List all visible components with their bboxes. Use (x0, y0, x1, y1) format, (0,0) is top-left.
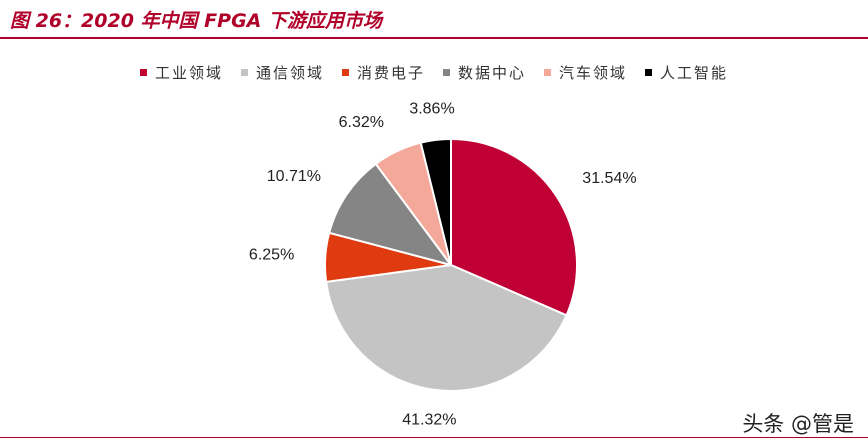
data-label-ai: 3.86% (409, 100, 454, 117)
watermark: 头条 @管是 (742, 412, 854, 436)
pie-slice-ai (419, 137, 452, 266)
legend-swatch (645, 69, 653, 76)
data-label-data-center: 10.71% (267, 168, 321, 185)
legend-item-data-center: 数据中心 (443, 62, 526, 83)
legend-label: 工业领域 (154, 64, 223, 82)
legend-swatch (240, 69, 248, 76)
legend-item-ai: 人工智能 (645, 62, 728, 83)
title-divider (0, 37, 868, 39)
legend-label: 数据中心 (458, 64, 527, 82)
legend-item-communication: 通信领域 (240, 62, 324, 83)
legend-swatch (341, 69, 349, 76)
legend-swatch (544, 69, 552, 76)
pie-slice-industrial (450, 137, 578, 317)
data-label-communication: 41.32% (402, 412, 456, 429)
data-label-industrial: 31.54% (582, 170, 636, 187)
bottom-divider (0, 437, 868, 438)
legend-item-industrial: 工业领域 (139, 62, 223, 83)
legend-label: 人工智能 (660, 64, 729, 82)
chart-legend: 工业领域 通信领域 消费电子 数据中心 汽车领域 人工智能 (0, 62, 868, 83)
legend-label: 消费电子 (356, 64, 425, 82)
legend-label: 通信领域 (255, 64, 324, 82)
figure-title: 图 26：2020 年中国 FPGA 下游应用市场 (10, 10, 382, 32)
legend-label: 汽车领域 (559, 64, 628, 82)
pie-slice-data-center (327, 162, 454, 267)
pie-slice-communication (325, 263, 568, 392)
data-label-consumer-electronics: 6.25% (249, 247, 294, 264)
legend-item-consumer-electronics: 消费电子 (341, 62, 425, 83)
legend-swatch (443, 69, 450, 76)
legend-item-automotive: 汽车领域 (544, 62, 627, 83)
data-label-automotive: 6.32% (339, 114, 384, 131)
legend-swatch (139, 69, 147, 76)
